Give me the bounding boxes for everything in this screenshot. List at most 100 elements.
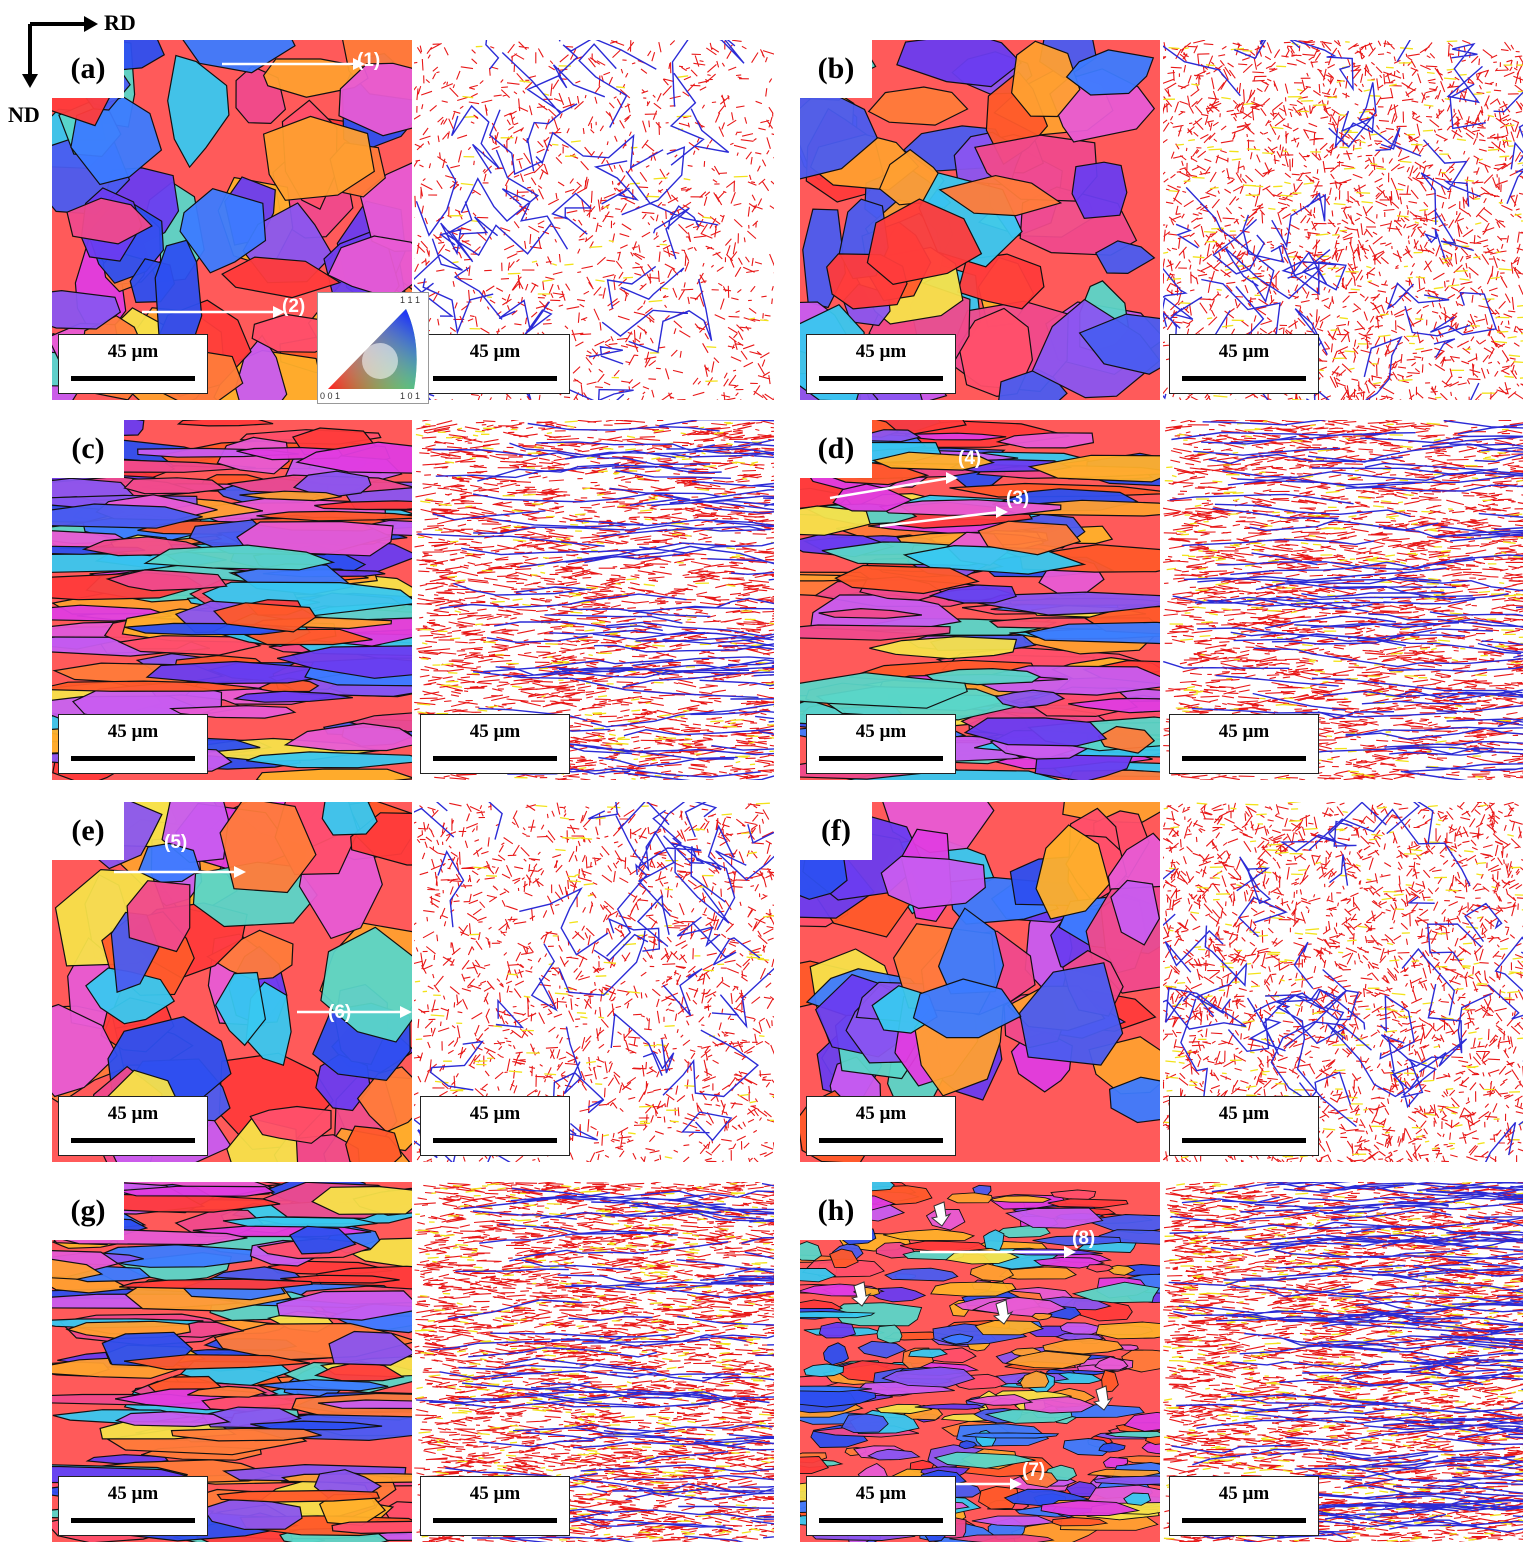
white-block-arrow-icon — [930, 1201, 952, 1227]
scale-bar-label: 45 µm — [1218, 721, 1270, 742]
scale-bar-label: 45 µm — [107, 721, 159, 742]
scale-bar: 45 µm — [420, 334, 570, 394]
white-block-arrow-icon — [992, 1299, 1014, 1325]
scale-bar: 45 µm — [806, 714, 956, 774]
ipf-grain-image — [52, 1182, 412, 1542]
panel-label-a: (a) — [52, 40, 124, 98]
ipf-map-c: (c) 45 µm — [52, 420, 412, 780]
ipf-map-e: (e) (5) (6) 45 µm — [52, 802, 412, 1162]
scale-bar: 45 µm — [806, 1096, 956, 1156]
ipf-color-key: 1 1 1 0 0 1 1 0 1 — [317, 292, 429, 404]
ipf-map-g: (g) 45 µm — [52, 1182, 412, 1542]
scale-bar: 45 µm — [806, 334, 956, 394]
scale-bar-label: 45 µm — [1218, 341, 1270, 362]
scale-bar: 45 µm — [58, 1476, 208, 1536]
kam-map-c: 45 µm — [414, 420, 774, 780]
kam-map-g: 45 µm — [414, 1182, 774, 1542]
arrow-head-icon — [400, 1006, 412, 1018]
arrow-head-icon — [996, 506, 1008, 518]
arrow-label: (3) — [1006, 488, 1030, 509]
rd-label: RD — [104, 10, 136, 35]
ipf-triangle-icon — [328, 309, 417, 389]
panel-label-b: (b) — [800, 40, 872, 98]
ipf-key-bottom-right-label: 1 0 1 — [400, 391, 421, 401]
scale-bar: 45 µm — [1169, 1476, 1319, 1536]
scale-bar-line — [433, 1518, 557, 1523]
scale-bar-line — [71, 756, 195, 761]
scale-bar-line — [819, 1518, 943, 1523]
scale-bar: 45 µm — [58, 1096, 208, 1156]
scale-bar: 45 µm — [1169, 334, 1319, 394]
panel-label-e: (e) — [52, 802, 124, 860]
arrow-head-icon — [1010, 1478, 1022, 1490]
ipf-map-b: (b) 45 µm — [800, 40, 1160, 400]
arrow-head-icon — [946, 472, 958, 484]
panel-label-d: (d) — [800, 420, 872, 478]
arrow-label: (2) — [282, 296, 306, 317]
scale-bar: 45 µm — [420, 1476, 570, 1536]
scale-bar: 45 µm — [806, 1476, 956, 1536]
arrow-head-icon — [273, 306, 285, 318]
arrow-label: (5) — [164, 832, 188, 853]
scale-bar: 45 µm — [420, 1096, 570, 1156]
ipf-grain-image — [800, 40, 1160, 400]
scale-bar-label: 45 µm — [855, 1103, 907, 1124]
scale-bar-line — [71, 1138, 195, 1143]
kam-map-b: 45 µm — [1163, 40, 1523, 400]
scale-bar-line — [433, 756, 557, 761]
nd-label: ND — [8, 102, 40, 127]
scale-bar-label: 45 µm — [107, 341, 159, 362]
white-block-arrow-icon — [1092, 1385, 1114, 1411]
scale-bar: 45 µm — [58, 714, 208, 774]
kam-map-a: 45 µm — [414, 40, 774, 400]
rd-nd-axes: RD ND — [0, 0, 170, 130]
ipf-key-top-label: 1 1 1 — [400, 295, 421, 305]
kam-map-f: 45 µm — [1163, 802, 1523, 1162]
scale-bar-line — [1182, 1518, 1306, 1523]
scale-bar-line — [819, 376, 943, 381]
annotation-arrow — [829, 476, 951, 500]
arrow-label: (8) — [1072, 1228, 1096, 1249]
scale-bar-label: 45 µm — [1218, 1483, 1270, 1504]
scale-bar-line — [1182, 376, 1306, 381]
panel-label-g: (g) — [52, 1182, 124, 1240]
arrow-label: (1) — [357, 50, 381, 71]
white-block-arrow-icon — [850, 1281, 872, 1307]
kam-map-h: 45 µm — [1163, 1182, 1523, 1542]
annotation-arrow — [879, 510, 1001, 528]
kam-map-e: 45 µm — [414, 802, 774, 1162]
arrow-label: (4) — [958, 448, 982, 469]
scale-bar-line — [1182, 1138, 1306, 1143]
scale-bar-label: 45 µm — [855, 1483, 907, 1504]
scale-bar-line — [819, 1138, 943, 1143]
scale-bar-line — [71, 1518, 195, 1523]
arrow-label: (6) — [328, 1002, 352, 1023]
ipf-key-bottom-left-label: 0 0 1 — [320, 391, 341, 401]
panel-label-c: (c) — [52, 420, 124, 478]
arrow-head-icon — [234, 866, 246, 878]
arrow-head-icon — [353, 58, 365, 70]
scale-bar-label: 45 µm — [469, 1103, 521, 1124]
scale-bar: 45 µm — [1169, 1096, 1319, 1156]
scale-bar: 45 µm — [1169, 714, 1319, 774]
ipf-map-d: (d) (4) (3) 45 µm — [800, 420, 1160, 780]
kam-map-d: 45 µm — [1163, 420, 1523, 780]
scale-bar-line — [433, 1138, 557, 1143]
scale-bar-label: 45 µm — [1218, 1103, 1270, 1124]
scale-bar: 45 µm — [420, 714, 570, 774]
scale-bar-line — [433, 376, 557, 381]
axes-arrows-icon — [22, 16, 98, 88]
ipf-map-f: (f) 45 µm — [800, 802, 1160, 1162]
scale-bar-line — [71, 376, 195, 381]
scale-bar-label: 45 µm — [855, 721, 907, 742]
scale-bar-label: 45 µm — [107, 1483, 159, 1504]
panel-label-f: (f) — [800, 802, 872, 860]
scale-bar-label: 45 µm — [469, 721, 521, 742]
scale-bar-label: 45 µm — [107, 1103, 159, 1124]
arrow-head-icon — [1064, 1246, 1076, 1258]
scale-bar-label: 45 µm — [855, 341, 907, 362]
arrow-label: (7) — [1022, 1460, 1046, 1481]
panel-label-h: (h) — [800, 1182, 872, 1240]
scale-bar: 45 µm — [58, 334, 208, 394]
scale-bar-label: 45 µm — [469, 341, 521, 362]
